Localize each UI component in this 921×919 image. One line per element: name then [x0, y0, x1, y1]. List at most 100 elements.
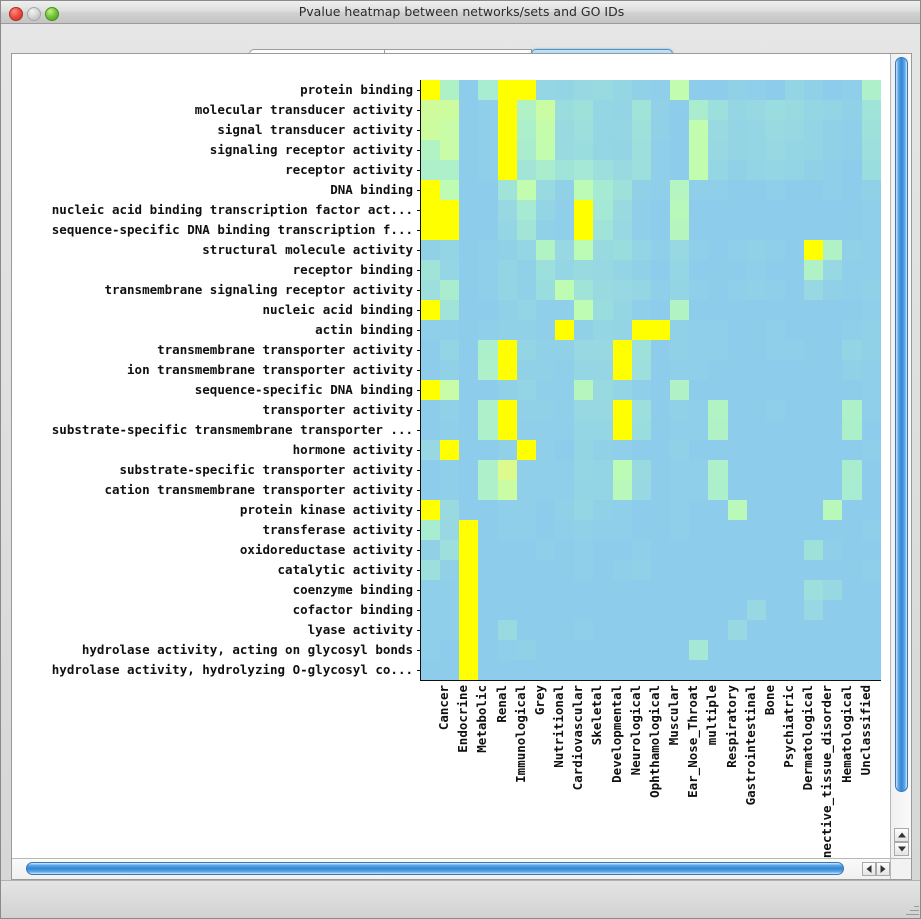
- heatmap-cell[interactable]: [574, 300, 594, 320]
- heatmap-cell[interactable]: [784, 120, 805, 140]
- heatmap-cell[interactable]: [765, 220, 785, 240]
- heatmap-cell[interactable]: [478, 660, 498, 680]
- heatmap-cell[interactable]: [593, 140, 613, 160]
- heatmap-cell[interactable]: [593, 120, 613, 140]
- heatmap-cell[interactable]: [555, 420, 575, 440]
- heatmap-cell[interactable]: [765, 80, 785, 100]
- heatmap-cell[interactable]: [708, 140, 728, 160]
- heatmap-cell[interactable]: [650, 440, 671, 460]
- heatmap-cell[interactable]: [861, 520, 881, 540]
- heatmap-cell[interactable]: [861, 240, 881, 260]
- heatmap-cell[interactable]: [516, 540, 536, 560]
- heatmap-cell[interactable]: [516, 620, 536, 640]
- heatmap-cell[interactable]: [574, 200, 594, 220]
- heatmap-cell[interactable]: [555, 460, 575, 480]
- heatmap-cell[interactable]: [421, 380, 441, 400]
- heatmap-cell[interactable]: [823, 640, 843, 660]
- heatmap-cell[interactable]: [784, 360, 805, 380]
- heatmap-cell[interactable]: [535, 500, 556, 520]
- heatmap-cell[interactable]: [689, 480, 709, 500]
- heatmap-cell[interactable]: [535, 480, 556, 500]
- heatmap-cell[interactable]: [421, 220, 441, 240]
- heatmap-cell[interactable]: [804, 280, 824, 300]
- heatmap-cell[interactable]: [555, 320, 575, 340]
- heatmap-cell[interactable]: [823, 420, 843, 440]
- heatmap-cell[interactable]: [574, 500, 594, 520]
- heatmap-cell[interactable]: [574, 340, 594, 360]
- heatmap-cell[interactable]: [593, 80, 613, 100]
- heatmap-cell[interactable]: [689, 420, 709, 440]
- heatmap-cell[interactable]: [727, 420, 747, 440]
- heatmap-cell[interactable]: [535, 400, 556, 420]
- heatmap-cell[interactable]: [746, 580, 766, 600]
- heatmap-cell[interactable]: [861, 460, 881, 480]
- heatmap-cell[interactable]: [804, 220, 824, 240]
- heatmap-cell[interactable]: [746, 360, 766, 380]
- heatmap-cell[interactable]: [459, 360, 479, 380]
- heatmap-cell[interactable]: [861, 100, 881, 120]
- heatmap-cell[interactable]: [689, 380, 709, 400]
- heatmap-cell[interactable]: [727, 520, 747, 540]
- heatmap-cell[interactable]: [459, 460, 479, 480]
- heatmap-cell[interactable]: [708, 260, 728, 280]
- heatmap-cell[interactable]: [421, 440, 441, 460]
- heatmap-cell[interactable]: [555, 440, 575, 460]
- heatmap-cell[interactable]: [612, 220, 632, 240]
- heatmap-cell[interactable]: [842, 340, 862, 360]
- heatmap-cell[interactable]: [842, 240, 862, 260]
- heatmap-cell[interactable]: [650, 160, 671, 180]
- heatmap-cell[interactable]: [727, 440, 747, 460]
- heatmap-cell[interactable]: [842, 640, 862, 660]
- heatmap-cell[interactable]: [765, 580, 785, 600]
- heatmap-cell[interactable]: [823, 460, 843, 480]
- heatmap-cell[interactable]: [478, 360, 498, 380]
- heatmap-cell[interactable]: [689, 460, 709, 480]
- heatmap-cell[interactable]: [842, 100, 862, 120]
- heatmap-cell[interactable]: [823, 220, 843, 240]
- heatmap-cell[interactable]: [670, 660, 690, 680]
- heatmap-cell[interactable]: [746, 380, 766, 400]
- heatmap-cell[interactable]: [765, 620, 785, 640]
- heatmap-cell[interactable]: [593, 600, 613, 620]
- heatmap-cell[interactable]: [593, 100, 613, 120]
- heatmap-cell[interactable]: [804, 560, 824, 580]
- heatmap-cell[interactable]: [689, 180, 709, 200]
- heatmap-cell[interactable]: [478, 500, 498, 520]
- heatmap-cell[interactable]: [631, 160, 651, 180]
- heatmap-cell[interactable]: [650, 660, 671, 680]
- heatmap-cell[interactable]: [593, 200, 613, 220]
- heatmap-grid[interactable]: [417, 80, 881, 681]
- heatmap-cell[interactable]: [535, 560, 556, 580]
- heatmap-cell[interactable]: [516, 380, 536, 400]
- heatmap-cell[interactable]: [497, 600, 517, 620]
- heatmap-cell[interactable]: [670, 620, 690, 640]
- heatmap-cell[interactable]: [555, 180, 575, 200]
- heatmap-cell[interactable]: [861, 440, 881, 460]
- heatmap-cell[interactable]: [823, 360, 843, 380]
- heatmap-cell[interactable]: [746, 500, 766, 520]
- heatmap-cell[interactable]: [650, 240, 671, 260]
- heatmap-cell[interactable]: [804, 460, 824, 480]
- heatmap-cell[interactable]: [421, 340, 441, 360]
- heatmap-cell[interactable]: [784, 80, 805, 100]
- heatmap-cell[interactable]: [842, 80, 862, 100]
- heatmap-cell[interactable]: [746, 180, 766, 200]
- heatmap-cell[interactable]: [784, 220, 805, 240]
- heatmap-cell[interactable]: [535, 240, 556, 260]
- heatmap-cell[interactable]: [478, 220, 498, 240]
- heatmap-cell[interactable]: [612, 460, 632, 480]
- heatmap-cell[interactable]: [842, 380, 862, 400]
- heatmap-cell[interactable]: [689, 140, 709, 160]
- heatmap-cell[interactable]: [497, 240, 517, 260]
- heatmap-cell[interactable]: [459, 280, 479, 300]
- heatmap-cell[interactable]: [746, 640, 766, 660]
- heatmap-cell[interactable]: [670, 400, 690, 420]
- heatmap-cell[interactable]: [478, 100, 498, 120]
- heatmap-cell[interactable]: [784, 500, 805, 520]
- heatmap-cell[interactable]: [708, 300, 728, 320]
- heatmap-cell[interactable]: [459, 240, 479, 260]
- heatmap-cell[interactable]: [631, 640, 651, 660]
- heatmap-cell[interactable]: [535, 620, 556, 640]
- heatmap-cell[interactable]: [708, 540, 728, 560]
- heatmap-cell[interactable]: [459, 640, 479, 660]
